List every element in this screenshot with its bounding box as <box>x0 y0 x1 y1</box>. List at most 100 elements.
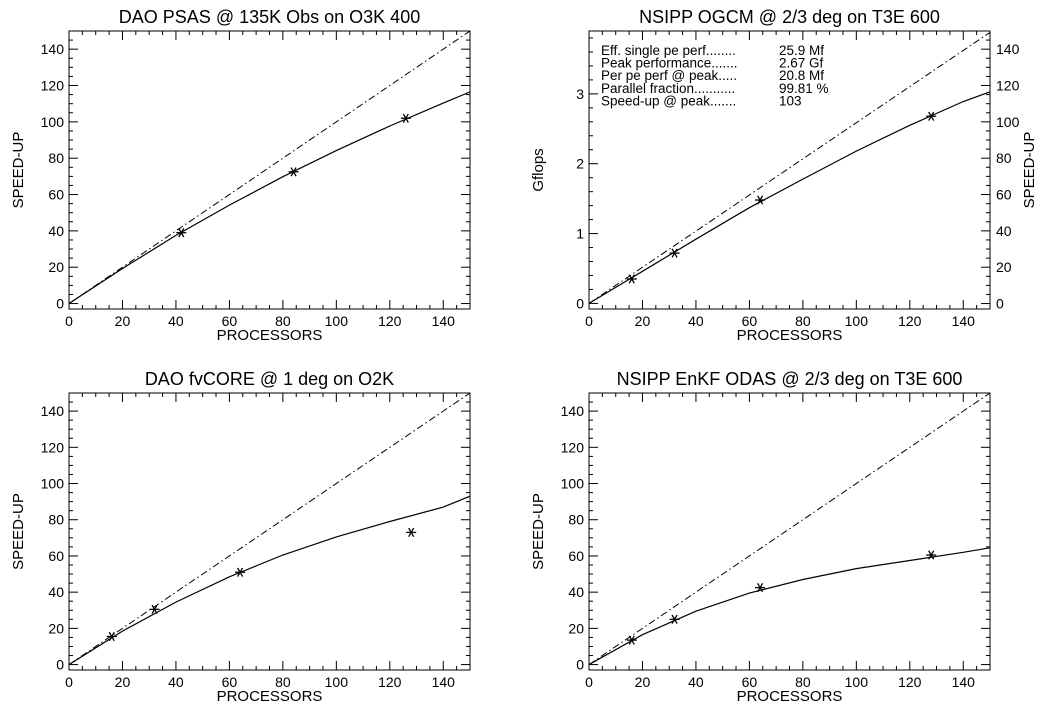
x-tick-label: 0 <box>585 674 593 690</box>
data-point-stroke <box>928 111 935 121</box>
y-tick-label: 1 <box>576 226 584 242</box>
data-point-stroke <box>151 604 158 614</box>
chart-title: NSIPP OGCM @ 2/3 deg on T3E 600 <box>639 7 940 27</box>
fit-curve <box>69 91 470 305</box>
x-tick-label: 60 <box>222 313 238 329</box>
right-y-tick-label: 100 <box>996 114 1020 130</box>
x-tick-label: 120 <box>898 313 922 329</box>
y-tick-label: 140 <box>41 41 65 57</box>
x-tick-label: 100 <box>845 674 869 690</box>
annotation-label: Eff. single pe perf........ <box>601 43 736 58</box>
fit-curve <box>589 547 990 666</box>
x-tick-label: 60 <box>222 674 238 690</box>
data-point-stroke <box>757 582 764 593</box>
right-y-tick-label: 20 <box>996 259 1012 275</box>
x-tick-label: 100 <box>325 313 349 329</box>
annotation-label: Peak performance....... <box>601 56 738 71</box>
right-y-tick-label: 40 <box>996 223 1012 239</box>
ideal-speedup-line <box>69 393 470 665</box>
data-point <box>755 195 766 205</box>
data-point-stroke <box>628 274 635 284</box>
right-y-axis-label: SPEED-UP <box>1021 132 1038 209</box>
data-point-stroke <box>108 631 115 642</box>
annotation-value: 20.8 Mf <box>779 68 824 83</box>
annotation-label: Speed-up @ peak....... <box>601 93 736 108</box>
y-tick-label: 20 <box>568 620 584 636</box>
x-tick-label: 0 <box>65 313 73 329</box>
plot-area <box>589 393 990 666</box>
y-tick-label: 0 <box>576 657 584 673</box>
x-axis-label: PROCESSORS <box>217 327 323 344</box>
right-y-tick-label: 120 <box>996 78 1020 94</box>
data-point-stroke <box>757 195 764 205</box>
data-point <box>669 614 680 624</box>
right-y-tick-label: 0 <box>996 296 1004 312</box>
y-tick-label: 120 <box>41 439 65 455</box>
x-tick-label: 40 <box>688 313 704 329</box>
x-tick-label: 80 <box>275 674 291 690</box>
chart-title: NSIPP EnKF ODAS @ 2/3 deg on T3E 600 <box>617 369 963 389</box>
x-tick-label: 20 <box>115 674 131 690</box>
y-axis-label: Gflops <box>530 148 547 191</box>
y-tick-label: 60 <box>48 187 64 203</box>
x-tick-label: 140 <box>432 674 456 690</box>
x-tick-label: 100 <box>845 313 869 329</box>
data-point <box>406 527 417 538</box>
data-point <box>235 567 246 577</box>
ideal-speedup-line <box>69 31 470 304</box>
y-axis-label: SPEED-UP <box>10 132 27 209</box>
y-tick-label: 0 <box>576 295 584 311</box>
panel-3: DAO fvCORE @ 1 deg on O2K 0 20 40 60 80 100 120… <box>10 369 471 705</box>
data-point-stroke <box>408 527 415 538</box>
x-tick-label: 120 <box>378 674 402 690</box>
data-point <box>626 635 637 645</box>
y-axis-label: SPEED-UP <box>10 493 27 570</box>
annotation-value: 2.67 Gf <box>779 56 824 71</box>
x-tick-label: 40 <box>688 674 704 690</box>
data-point <box>926 111 937 121</box>
panel-4: NSIPP EnKF ODAS @ 2/3 deg on T3E 600 0 20 4… <box>530 369 991 705</box>
x-axis-label: PROCESSORS <box>737 688 843 705</box>
plot-area <box>589 31 990 304</box>
y-tick-label: 0 <box>56 296 64 312</box>
data-point <box>106 631 117 642</box>
x-axis-label: PROCESSORS <box>217 688 323 705</box>
data-point <box>755 582 766 593</box>
y-tick-label: 20 <box>48 259 64 275</box>
x-tick-label: 0 <box>65 674 73 690</box>
x-tick-label: 80 <box>795 313 811 329</box>
data-point <box>288 167 299 177</box>
y-tick-label: 0 <box>56 657 64 673</box>
panel-1: DAO PSAS @ 135K Obs on O3K 400 0 20 40 60 80 1… <box>10 7 471 344</box>
data-point-stroke <box>402 113 409 123</box>
y-tick-label: 40 <box>568 584 584 600</box>
x-tick-label: 80 <box>795 674 811 690</box>
data-point <box>926 550 937 560</box>
x-tick-label: 140 <box>432 313 456 329</box>
y-tick-label: 2 <box>576 156 584 172</box>
x-tick-label: 140 <box>952 313 976 329</box>
y-tick-label: 120 <box>41 78 65 94</box>
right-y-tick-label: 60 <box>996 187 1012 203</box>
annotation-value: 99.81 % <box>779 81 829 96</box>
x-tick-label: 20 <box>115 313 131 329</box>
y-tick-label: 100 <box>41 114 65 130</box>
fit-curve <box>69 495 470 666</box>
y-tick-label: 80 <box>568 512 584 528</box>
data-point <box>669 248 680 258</box>
data-point <box>176 228 187 238</box>
annotation-label: Parallel fraction........... <box>601 81 735 96</box>
plot-area <box>69 31 470 305</box>
x-tick-label: 60 <box>742 313 758 329</box>
data-point-stroke <box>671 614 678 624</box>
y-tick-label: 80 <box>48 512 64 528</box>
y-axis-label: SPEED-UP <box>530 493 547 570</box>
x-tick-label: 20 <box>635 674 651 690</box>
y-tick-label: 140 <box>561 403 585 419</box>
y-tick-label: 100 <box>561 476 585 492</box>
x-tick-label: 80 <box>275 313 291 329</box>
right-y-tick-label: 80 <box>996 150 1012 166</box>
ideal-speedup-line <box>589 393 990 665</box>
